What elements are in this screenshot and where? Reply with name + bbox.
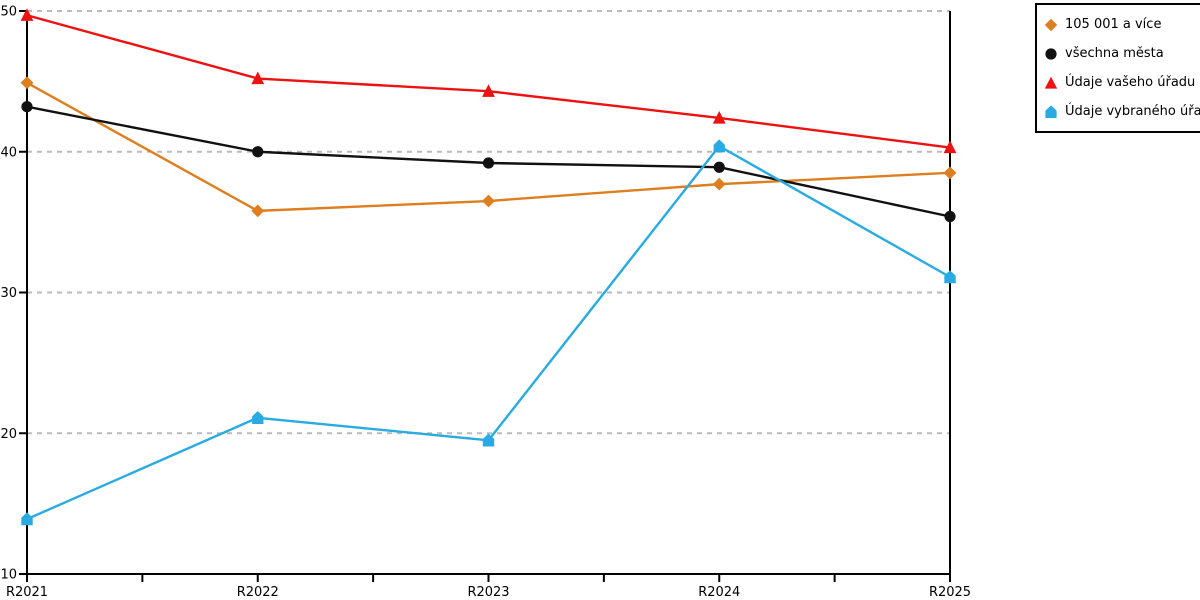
y-axis-label-10: 10 xyxy=(0,568,17,583)
x-axis-label-R2025: R2025 xyxy=(929,585,971,600)
legend: 105 001 a více všechna města Údaje vašeh… xyxy=(1035,3,1200,133)
data-point-pentagon xyxy=(21,512,33,526)
data-point-pentagon xyxy=(482,433,495,447)
data-point-diamond xyxy=(20,76,34,90)
legend-label: Údaje vašeho úřadu xyxy=(1065,75,1196,90)
data-point-diamond xyxy=(712,177,726,191)
y-axis-label-20: 20 xyxy=(0,427,17,442)
data-point-pentagon xyxy=(944,270,956,284)
x-axis-label-R2021: R2021 xyxy=(6,585,48,600)
legend-label: Údaje vybraného úřadu xyxy=(1065,104,1200,119)
legend-item-udaje-vybraneho-uradu: Údaje vybraného úřadu xyxy=(1044,97,1200,126)
data-point-triangle xyxy=(943,140,957,154)
data-point-pentagon xyxy=(713,139,725,153)
diamond-icon xyxy=(1044,18,1058,31)
legend-item-105001-a-vice: 105 001 a více xyxy=(1044,10,1200,39)
data-point-circle xyxy=(21,101,33,113)
data-point-circle xyxy=(713,161,725,173)
legend-label: všechna města xyxy=(1065,46,1164,61)
triangle-icon xyxy=(1044,76,1058,89)
legend-item-udaje-vaseho-uradu: Údaje vašeho úřadu xyxy=(1044,68,1200,97)
pentagon-icon xyxy=(1045,104,1057,118)
data-point-diamond xyxy=(251,204,265,218)
data-point-diamond xyxy=(482,194,495,208)
data-point-diamond xyxy=(943,166,957,180)
data-point-circle xyxy=(252,146,264,158)
x-axis-label-R2023: R2023 xyxy=(467,585,509,600)
circle-icon xyxy=(1045,47,1057,60)
data-point-triangle xyxy=(251,71,265,85)
data-point-circle xyxy=(482,157,495,169)
data-point-triangle xyxy=(712,110,726,124)
data-point-pentagon xyxy=(252,410,264,424)
y-axis-label-30: 30 xyxy=(0,286,17,301)
data-point-triangle xyxy=(20,8,34,21)
legend-item-vsechna-mesta: všechna města xyxy=(1044,39,1200,68)
data-point-triangle xyxy=(482,84,495,97)
x-axis-label-R2024: R2024 xyxy=(698,585,740,600)
y-axis-label-40: 40 xyxy=(0,145,17,160)
legend-label: 105 001 a více xyxy=(1065,17,1162,32)
series-line-2 xyxy=(26,14,951,149)
data-point-circle xyxy=(944,210,956,223)
series-line-0 xyxy=(26,81,951,213)
x-axis-label-R2022: R2022 xyxy=(237,585,279,600)
y-axis-label-50: 50 xyxy=(0,5,17,20)
